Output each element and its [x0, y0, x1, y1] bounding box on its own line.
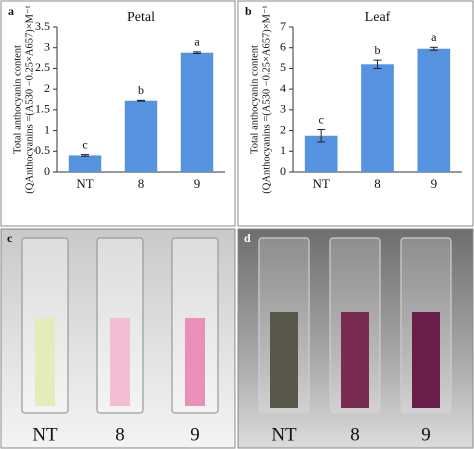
x-tick-label: 9: [194, 176, 201, 191]
y-tick-label: 2: [280, 122, 286, 136]
x-tick-label: NT: [312, 176, 329, 191]
y-tick-label: 2.5: [35, 60, 50, 74]
significance-letter: c: [82, 137, 87, 151]
significance-letter: a: [194, 35, 200, 49]
photo-d: [237, 228, 474, 449]
y-tick-label: 3: [280, 102, 286, 116]
y-axis-label: Total anthocyanin content: [12, 45, 23, 154]
sample-label: NT: [271, 424, 297, 445]
significance-letter: b: [138, 83, 144, 97]
y-tick-label: 3: [44, 39, 50, 53]
y-tick-label: 0: [280, 164, 286, 178]
x-tick-label: 9: [431, 176, 438, 191]
bar: [180, 52, 214, 172]
sample-label: NT: [32, 424, 58, 445]
bar: [68, 155, 102, 172]
panel-letter: d: [244, 231, 251, 245]
y-tick-label: 1: [280, 143, 286, 157]
y-tick-label: 7: [280, 19, 286, 33]
y-tick-label: 1: [44, 122, 50, 136]
y-tick-label: 1.5: [35, 102, 50, 116]
chart-title: Petal: [127, 10, 155, 25]
panel-frame: [0, 0, 236, 227]
panel-letter: c: [7, 231, 13, 245]
sample-label: 9: [190, 424, 200, 445]
y-tick-label: 4: [280, 81, 286, 95]
x-tick-label: NT: [76, 176, 93, 191]
bar: [361, 64, 394, 172]
y-tick-label: 0: [44, 164, 50, 178]
x-tick-label: 8: [374, 176, 381, 191]
sample-label: 8: [350, 424, 360, 445]
significance-letter: a: [431, 30, 437, 44]
y-tick-label: 2: [44, 81, 50, 95]
sample-label: 9: [421, 424, 431, 445]
photo-c: [0, 228, 236, 449]
y-tick-label: 0.5: [35, 143, 50, 157]
y-axis-label: Total anthocyanin content: [249, 45, 260, 154]
sample-label: 8: [115, 424, 125, 445]
bar: [417, 48, 451, 172]
chart-title: Leaf: [365, 10, 391, 25]
panel-letter: a: [8, 4, 14, 18]
bar: [124, 100, 158, 172]
y-axis-label: (QAnthocyanins =(A530 −0.25×A657)×M⁻¹: [261, 5, 272, 193]
significance-letter: b: [375, 43, 381, 57]
panel-letter: b: [245, 4, 252, 18]
y-tick-label: 3.5: [35, 19, 50, 33]
y-axis-label: (QAnthocyanins =(A530 −0.25×A657)×M⁻¹: [24, 5, 35, 193]
x-tick-label: 8: [138, 176, 145, 191]
panel-frame: [237, 0, 474, 227]
y-tick-label: 5: [280, 60, 286, 74]
y-tick-label: 6: [280, 39, 286, 53]
significance-letter: c: [319, 112, 324, 126]
